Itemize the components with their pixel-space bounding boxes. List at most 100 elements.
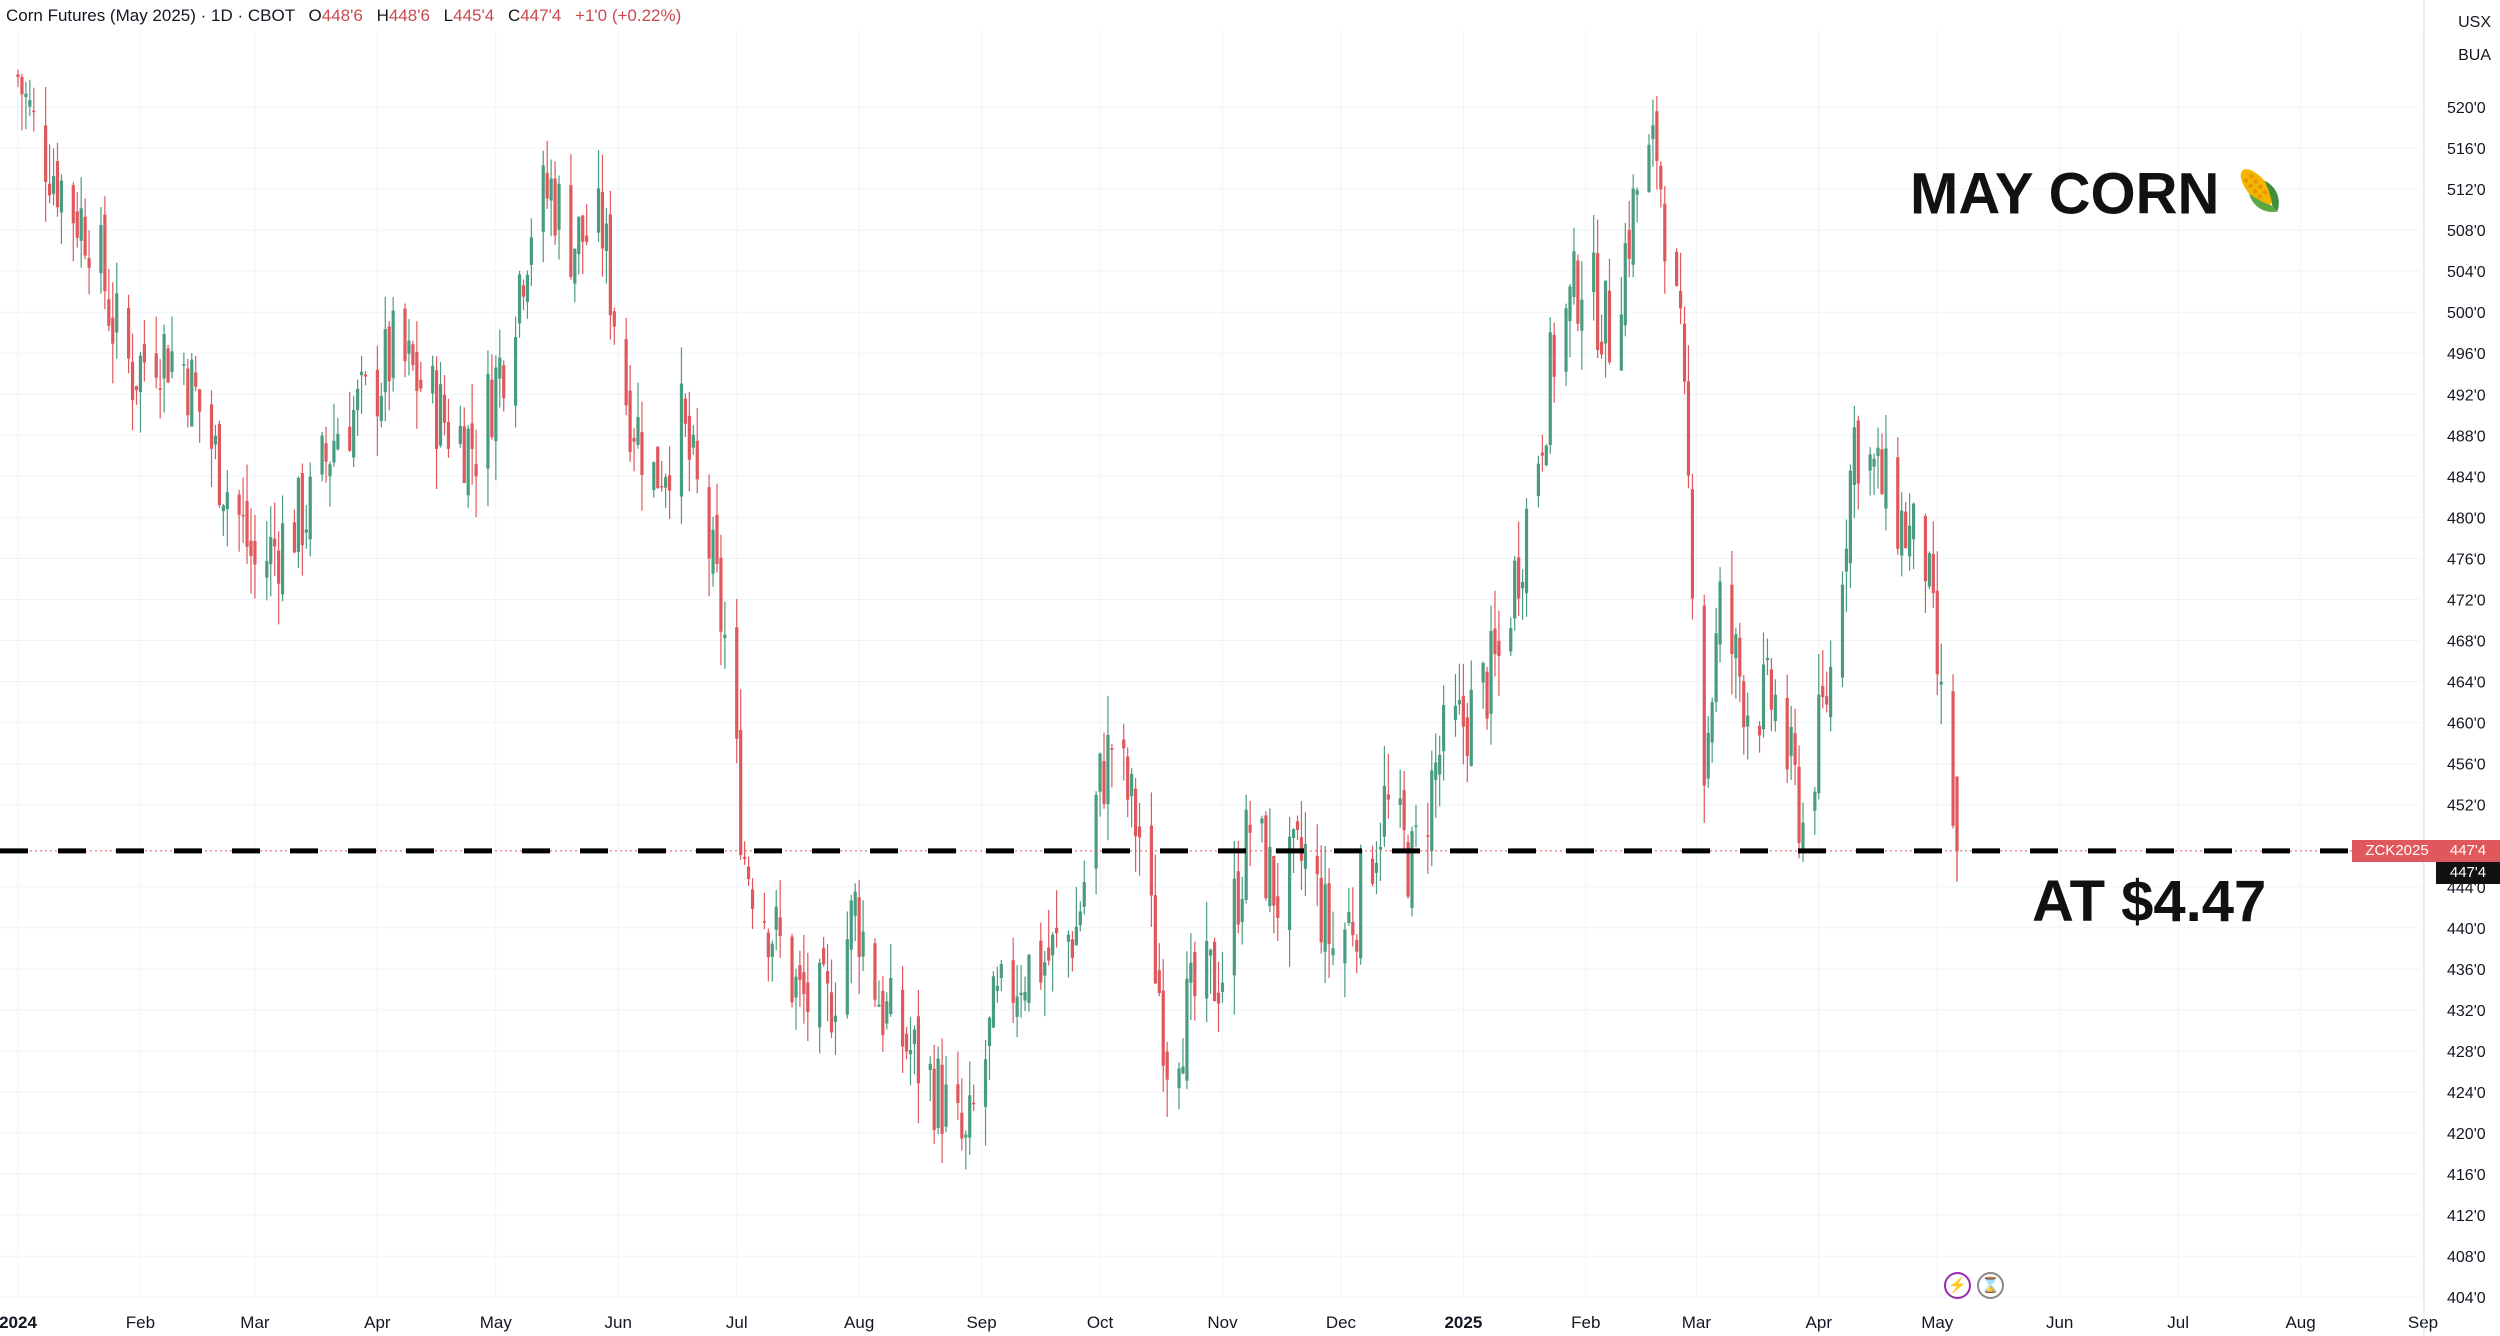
y-tick-label: 460'0 — [2447, 716, 2486, 733]
candle-body — [194, 372, 198, 387]
candle-body — [217, 424, 222, 506]
candle-body — [1868, 454, 1872, 471]
candle-body — [1244, 809, 1248, 900]
candle-body — [608, 214, 612, 316]
candle-body — [668, 475, 672, 491]
corn-icon — [2229, 160, 2291, 236]
candle-body — [513, 337, 518, 406]
currency-label[interactable]: USX BUA — [2458, 6, 2491, 72]
candle-body — [1378, 846, 1383, 850]
candle-body — [1402, 790, 1406, 831]
candle-body — [739, 729, 743, 856]
candle-body — [1730, 584, 1734, 654]
y-tick-label: 492'0 — [2447, 387, 2486, 404]
candle-body — [1493, 628, 1497, 655]
candle-body — [142, 344, 146, 363]
candle-body — [1070, 939, 1075, 958]
candle-body — [829, 992, 834, 1033]
bolt-icon[interactable]: ⚡ — [1944, 1272, 1971, 1299]
candle-body — [162, 334, 166, 379]
candle-body — [1797, 766, 1801, 844]
candle-body — [683, 398, 687, 424]
candle-body — [1098, 753, 1102, 792]
candle-body — [1738, 637, 1742, 677]
close-price-tag[interactable]: 447'4 — [2436, 862, 2500, 884]
candle-body — [916, 1016, 920, 1084]
y-tick-label: 416'0 — [2447, 1167, 2486, 1184]
candle-body — [1844, 548, 1849, 572]
candle-body — [877, 1004, 881, 1007]
candle-body — [1647, 144, 1651, 193]
candle-body — [1801, 822, 1805, 851]
candle-body — [1536, 463, 1541, 496]
candle-body — [446, 421, 451, 449]
candle-body — [1607, 290, 1612, 363]
candle-body — [885, 1001, 889, 1024]
candle-body — [750, 889, 755, 909]
candle-body — [889, 977, 893, 1015]
candle-body — [379, 395, 383, 421]
candle-body — [1442, 705, 1446, 752]
y-tick-label: 404'0 — [2447, 1290, 2486, 1307]
candle-body — [778, 917, 782, 937]
candle-body — [687, 415, 691, 460]
x-tick-label: Jul — [2167, 1313, 2189, 1332]
candle-body — [1370, 858, 1375, 884]
symbol-price-tag[interactable]: ZCK2025 — [2352, 840, 2442, 862]
candle-body — [407, 340, 411, 354]
close-value: 447'4 — [520, 6, 562, 25]
candle-body — [1908, 525, 1912, 557]
candle-body — [640, 432, 644, 476]
x-tick-label: May — [480, 1313, 513, 1332]
candle-body — [245, 500, 249, 547]
candle-body — [1734, 634, 1738, 659]
candle-body — [968, 1095, 972, 1138]
candle-body — [1288, 836, 1292, 931]
high-label: H — [376, 6, 389, 25]
candle-body — [415, 352, 419, 391]
candle-body — [1110, 748, 1114, 750]
candle-body — [1576, 260, 1580, 324]
candle-body — [825, 971, 830, 984]
y-tick-label: 452'0 — [2447, 798, 2486, 815]
last-price-tag[interactable]: 447'4 — [2436, 840, 2500, 862]
x-tick-label: 2024 — [0, 1313, 37, 1332]
candle-body — [111, 317, 115, 344]
candle-body — [1596, 253, 1600, 351]
candle-body — [1552, 334, 1556, 377]
candle-body — [1880, 449, 1884, 495]
candle-body — [1149, 825, 1153, 896]
candle-body — [1513, 560, 1517, 619]
candle-body — [359, 371, 364, 376]
candle-body — [16, 74, 20, 78]
x-tick-label: Aug — [2285, 1313, 2315, 1332]
currency-usx: USX — [2458, 14, 2491, 31]
candle-body — [908, 1050, 913, 1055]
candle-body — [707, 487, 711, 559]
candle-body — [628, 390, 632, 452]
candle-body — [1189, 962, 1193, 983]
candle-body — [1303, 844, 1308, 869]
candle-body — [743, 856, 747, 859]
candle-body — [1904, 511, 1908, 549]
candle-body — [490, 379, 494, 438]
candle-body — [1130, 773, 1134, 797]
x-tick-label: Oct — [1087, 1313, 1114, 1332]
hourglass-icon[interactable]: ⌛ — [1977, 1272, 2004, 1299]
y-tick-label: 468'0 — [2447, 634, 2486, 651]
candle-body — [1276, 896, 1280, 918]
candle-body — [375, 369, 379, 417]
candle-body — [1438, 754, 1442, 775]
candle-body — [1603, 280, 1608, 344]
candle-body — [517, 274, 522, 324]
unit-bua: BUA — [2458, 47, 2491, 64]
y-tick-label: 444'0 — [2447, 880, 2486, 897]
candle-body — [585, 235, 589, 242]
candle-body — [1386, 794, 1390, 800]
candle-body — [995, 985, 999, 991]
candle-body — [798, 965, 802, 980]
candle-body — [770, 943, 774, 957]
candle-body — [1264, 815, 1268, 899]
open-label: O — [308, 6, 322, 25]
